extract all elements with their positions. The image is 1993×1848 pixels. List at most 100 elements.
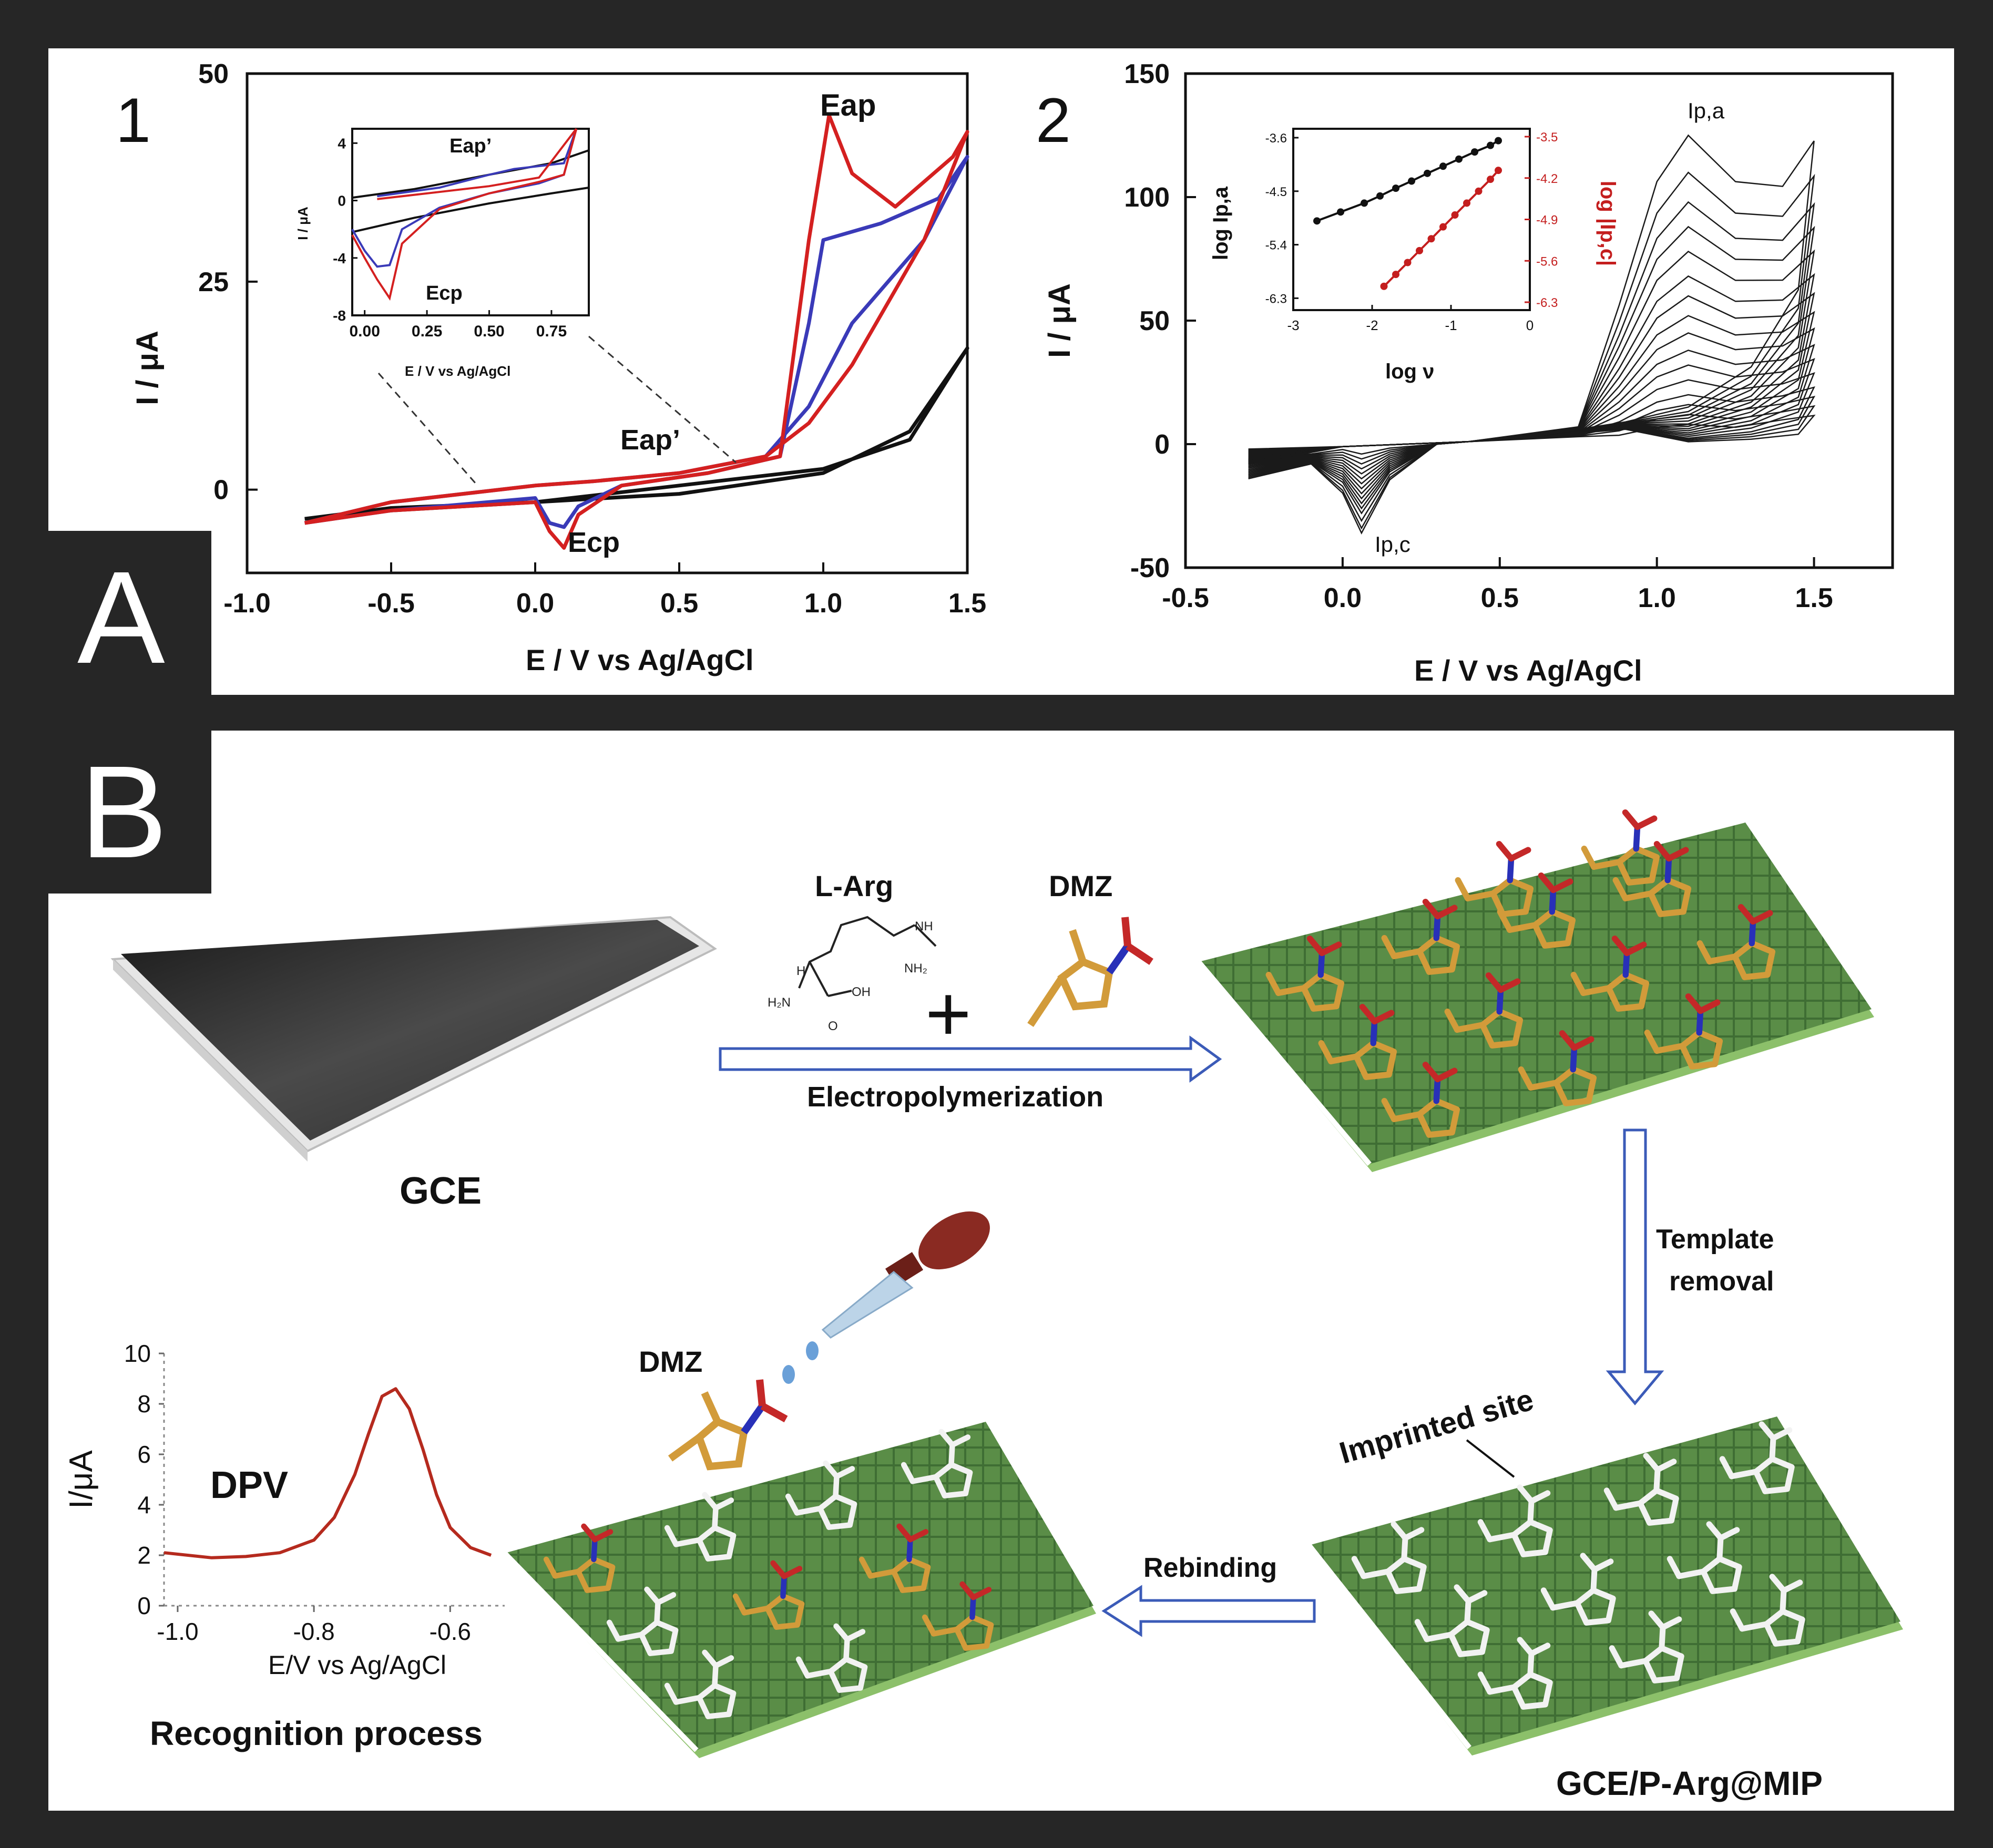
drop-2: [782, 1365, 795, 1384]
molecule-nitro: [1664, 855, 1672, 884]
chart-1-inset-y-ticks: 4 0 -4 -8: [333, 135, 357, 324]
molecule-branch: [1444, 1008, 1460, 1033]
chart-2: 2 -0.5 0.0 0.5 1.0 1.5 -50 0 50 100 150 E / V vs…: [1036, 59, 1894, 687]
l-arg-atom-h2n: H₂N: [768, 995, 791, 1010]
molecule-ring: [1511, 1671, 1553, 1710]
dpv-label: DPV: [210, 1464, 288, 1506]
chart-1-frame: [246, 72, 969, 574]
molecule-oxygen: [1660, 1616, 1682, 1630]
molecule-ring: [1416, 1097, 1460, 1138]
dpv-y-tick-label: 4: [137, 1491, 151, 1518]
molecule-nitro: [1401, 1535, 1408, 1562]
molecule-oxygen: [1422, 1061, 1441, 1083]
rebinding-label: Rebinding: [1143, 1553, 1277, 1583]
molecule-oxygen: [1517, 1637, 1535, 1657]
molecule-ring: [1553, 1066, 1597, 1106]
molecule-oxygen: [713, 1655, 734, 1669]
molecule-oxygen: [1750, 910, 1773, 925]
chart-2-x-tick-label: -0.5: [1162, 583, 1209, 613]
molecule-oxygen: [702, 1649, 719, 1669]
recognition-plate-surface: [505, 1422, 1093, 1750]
chart-2-inset-left-tick-label: -6.3: [1265, 292, 1287, 306]
template-removal-arrow: Template removal: [1606, 1128, 1774, 1405]
chart-2-y-ticks: -50 0 50 100 150: [1124, 59, 1196, 583]
molecule-branch: [1506, 922, 1538, 933]
dmz-top-nitro-o1: [1121, 917, 1131, 947]
molecule-branch: [1550, 1600, 1580, 1611]
chart-2-inset-point: [1427, 235, 1435, 243]
chart-1-inset: 0.00 0.25 0.50 0.75 4 0 -4 -8 E / V vs Ag/AgCl…: [295, 128, 590, 379]
molecule-nitro: [1527, 1650, 1535, 1678]
chart-2-inset-point: [1424, 169, 1431, 177]
chart-1-annot-eap-prime: Eap’: [620, 424, 680, 456]
chart-2-inset-point: [1376, 192, 1384, 200]
gce-electrode: GCE: [110, 916, 717, 1212]
mip-cav-plate-white-edge: [1307, 1543, 1471, 1750]
chart-1-inset-series-line: [351, 128, 578, 301]
molecule-branch: [1622, 890, 1654, 901]
chart-2-number: 2: [1036, 85, 1071, 156]
molecule-branch: [1275, 985, 1307, 996]
chart-2-annot-ipa: Ip,a: [1688, 98, 1725, 123]
imprinted-site-label: Imprinted site: [1336, 1382, 1537, 1470]
molecule-oxygen: [1769, 1574, 1787, 1594]
molecule-branch: [922, 1614, 937, 1637]
molecule-oxygen: [1623, 941, 1647, 957]
molecule-oxygen: [713, 1497, 734, 1511]
molecule-branch: [1487, 1684, 1517, 1695]
chart-2-inset-x-tick-label: -3: [1287, 317, 1299, 333]
chart-2-inset-left-tick-label: -5.4: [1265, 239, 1287, 253]
l-arg-atom-h: H: [796, 964, 805, 978]
chart-2-inset-x-tick-label: 0: [1526, 317, 1534, 333]
molecule-ring: [1648, 877, 1692, 917]
chart-2-x-tick-label: 0.5: [1481, 583, 1519, 613]
molecule-oxygen: [1580, 1553, 1598, 1573]
chart-1-inset-x-tick-label: 0.25: [412, 323, 442, 340]
molecule-nitro: [1570, 1044, 1578, 1073]
molecule-branch: [1381, 1097, 1397, 1122]
molecule-oxygen: [1497, 978, 1521, 993]
molecule-ring: [638, 1619, 679, 1656]
chart-1-zoom-line-right: [588, 335, 737, 464]
molecule-oxygen: [1559, 1030, 1578, 1051]
chart-1-inset-y-tick-label: -8: [333, 307, 346, 324]
molecule-oxygen: [770, 1560, 787, 1579]
molecule-oxygen: [907, 1529, 929, 1543]
chart-1-inset-x-ticks: 0.00 0.25 0.50 0.75: [349, 310, 567, 340]
mip-cav-plate-surface: [1309, 1416, 1900, 1748]
electropolymerization-arrow: Electropolymerization: [719, 1035, 1222, 1113]
molecule-branch: [1351, 1556, 1367, 1579]
molecule-nitro: [1622, 950, 1630, 978]
l-arg-bond-3: [827, 990, 852, 997]
chart-2-x-tick-label: 0.0: [1324, 583, 1362, 613]
molecule-branch: [1391, 1111, 1423, 1122]
dpv-x-label: E/V vs Ag/AgCl: [268, 1650, 446, 1680]
chart-2-inset-point: [1380, 282, 1388, 290]
chart-2-inset-point: [1475, 187, 1483, 195]
molecule-ring: [827, 1656, 868, 1693]
chart-1-y-tick-label: 25: [198, 267, 229, 297]
molecule-branch: [1739, 1621, 1770, 1632]
chart-2-inset-point: [1313, 217, 1321, 225]
molecule-oxygen: [1634, 815, 1658, 830]
chart-1-inset-y-label: I / μA: [295, 207, 311, 240]
plus-sign: +: [925, 969, 972, 1058]
dmz-top-label: DMZ: [1049, 869, 1112, 902]
molecule-nitro: [1370, 1018, 1378, 1046]
dropper-tube: [821, 1271, 914, 1339]
chart-2-y-tick-label: -50: [1130, 553, 1170, 583]
molecule-nitro: [1633, 824, 1641, 852]
chart-2-inset-right-tick-label: -6.3: [1536, 296, 1558, 310]
molecule-branch: [664, 1682, 679, 1705]
molecule-oxygen: [1359, 1003, 1378, 1025]
molecule-nitro: [591, 1536, 598, 1563]
molecule-nitro: [1433, 913, 1441, 941]
l-arg-bond-2: [809, 961, 829, 997]
molecule-nitro: [1769, 1435, 1776, 1462]
molecule-oxygen: [1371, 1010, 1395, 1025]
mip-plate-cavities: GCE/P-Arg@MIP: [1307, 1416, 1903, 1802]
dpv-y-tick-label: 10: [124, 1340, 151, 1367]
dpv-series: [163, 1387, 492, 1559]
molecule-nitro: [1780, 1587, 1787, 1615]
dmz-top-nitro-o2: [1126, 943, 1153, 965]
